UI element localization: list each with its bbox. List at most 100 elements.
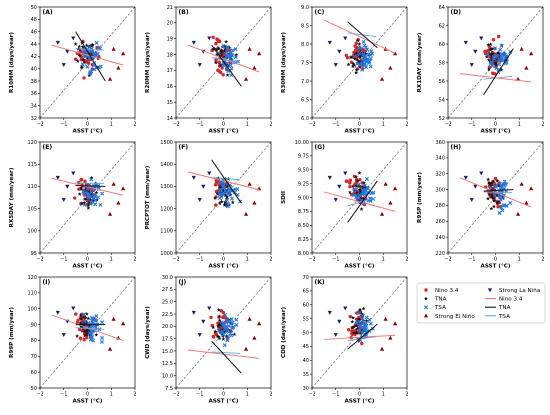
tsa-point — [81, 312, 86, 317]
y-axis-label: R20MM (days/year) — [145, 32, 151, 93]
tsa-point — [352, 54, 357, 59]
tna-point — [347, 190, 352, 195]
tna-point — [222, 54, 227, 59]
strong-el-nino-point — [524, 65, 529, 70]
nino-point — [214, 332, 218, 336]
tna-point — [216, 46, 221, 51]
tna-point — [84, 311, 89, 316]
strong-el-nino-point — [116, 65, 121, 70]
tna-point — [224, 194, 229, 199]
tna-point — [351, 61, 356, 66]
tna-point — [487, 192, 492, 197]
panel-label: (E) — [43, 144, 53, 151]
nino-point — [83, 179, 87, 183]
nino-point — [79, 178, 83, 182]
tsa-point — [80, 62, 85, 67]
x-tick-label: −1 — [196, 257, 203, 263]
tsa-point — [369, 191, 374, 196]
tna-point — [84, 320, 89, 325]
tna-point — [85, 327, 90, 332]
strong-la-nina-point — [469, 198, 474, 203]
tna-point — [357, 317, 362, 322]
nino-point — [77, 187, 81, 191]
strong-la-nina-point — [201, 319, 206, 324]
strong-el-nino-point — [515, 211, 521, 216]
nino-point — [213, 203, 218, 207]
panel-label: (D) — [451, 9, 462, 16]
tna-point — [354, 175, 359, 179]
x-axis-label: ASST (°C) — [73, 129, 103, 135]
tna-point — [364, 318, 369, 323]
strong-el-nino-point — [121, 51, 126, 56]
tna-point — [356, 59, 361, 64]
panel-label: (A) — [43, 9, 53, 16]
panel-label: (F) — [179, 144, 189, 151]
strong-la-nina-point — [327, 310, 332, 315]
strong-el-nino-point — [529, 51, 534, 56]
strong-la-nina-point — [469, 63, 474, 68]
x-tick-label: 1 — [246, 392, 249, 398]
nino-point — [483, 49, 487, 54]
tna-point — [358, 331, 363, 336]
tna-trend-line — [483, 189, 514, 192]
tna-point — [357, 55, 362, 60]
tna-point — [350, 315, 355, 320]
legend-item: Strong La Niña — [487, 288, 540, 294]
tsa-point — [368, 56, 373, 61]
tsa-point — [223, 312, 228, 317]
panel-label: (I) — [43, 279, 51, 286]
tsa-point — [357, 193, 362, 198]
chart-panel: −2 −1 0 1 2 220 240 260 280 300 320 340 360 (H) ASST (… — [417, 140, 545, 270]
tsa-point — [226, 334, 231, 339]
tna-trend-line — [75, 31, 106, 82]
tsa-point — [488, 185, 493, 190]
legend-label: Nino 3.4 — [499, 297, 523, 303]
y-tick-label: 70 — [303, 275, 309, 281]
tna-trend-line — [211, 340, 242, 374]
tsa-point — [360, 331, 365, 336]
y-tick-label: 48 — [31, 17, 37, 23]
strong-el-nino-point — [519, 46, 524, 51]
tna-point — [352, 53, 357, 57]
tna-point — [492, 198, 497, 203]
tna-point — [79, 324, 84, 329]
tna-point — [358, 307, 363, 312]
tna-point — [84, 329, 89, 333]
tna-point — [217, 328, 222, 333]
y-tick-label: 7.5 — [165, 386, 173, 392]
legend-label: TNA — [498, 305, 511, 311]
y-axis-label: RX5DAY (mm/year) — [9, 167, 15, 227]
x-tick-label: −1 — [196, 392, 203, 398]
x-tick-label: 2 — [541, 257, 544, 263]
tsa-point — [233, 55, 238, 60]
tna-point — [497, 192, 502, 197]
nino-point — [348, 181, 352, 185]
tsa-trend-line — [211, 351, 241, 354]
tsa-point — [370, 326, 375, 331]
tsa-point — [364, 327, 368, 332]
tsa-point — [92, 67, 97, 72]
tsa-point — [499, 205, 504, 210]
tna-point — [358, 322, 363, 326]
tna-point — [217, 314, 222, 319]
tna-point — [89, 44, 94, 48]
legend-label: TSA — [434, 305, 446, 311]
chart-panel: −2 −1 0 1 2 52 54 56 58 60 62 64 (D) ASST (°C) RX1DAY … — [417, 5, 545, 135]
nino-point — [357, 315, 361, 320]
nino-point — [221, 315, 225, 319]
tna-point — [219, 199, 224, 204]
tsa-point — [508, 200, 513, 205]
tna-point — [357, 191, 362, 196]
y-tick-label: 8.0 — [301, 42, 309, 48]
tsa-point — [356, 319, 361, 324]
tna-point — [216, 51, 221, 56]
strong-el-nino-point — [383, 316, 388, 321]
x-tick-label: −1 — [60, 392, 67, 398]
y-tick-label: 21 — [167, 5, 173, 11]
tsa-point — [223, 181, 228, 186]
tna-point — [490, 46, 495, 51]
x-tick-label: 0 — [86, 392, 89, 398]
y-tick-label: 14 — [167, 116, 173, 122]
nino-point — [80, 318, 84, 323]
chart-panel: −2 −1 0 1 2 6.0 6.5 7.0 7.5 8.0 8.5 9.0 (C) ASST (°C)… — [281, 5, 409, 135]
